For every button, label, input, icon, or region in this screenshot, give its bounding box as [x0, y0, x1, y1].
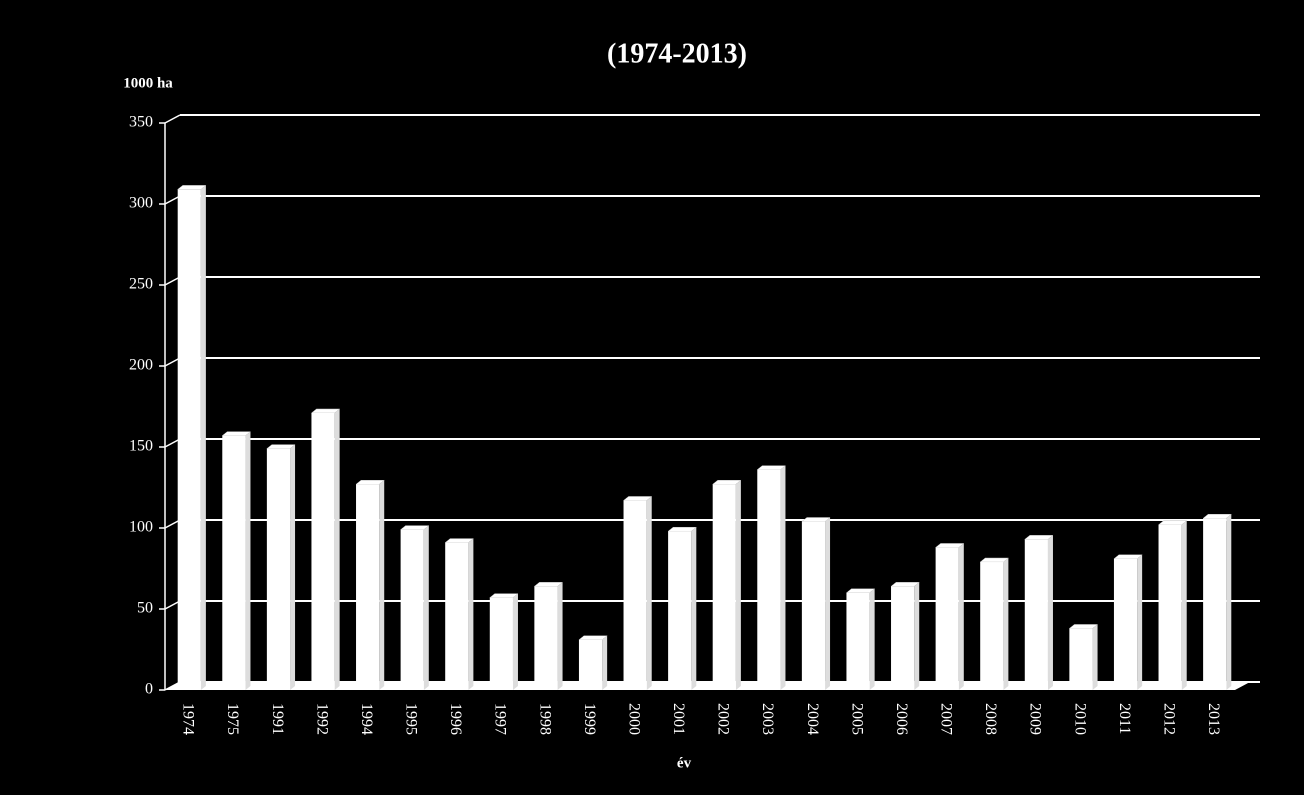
bar	[489, 597, 513, 690]
bar	[578, 639, 603, 690]
bar	[668, 531, 692, 690]
y-tick-label: 350	[129, 114, 153, 131]
bar	[534, 586, 558, 690]
y-tick-label: 250	[129, 276, 153, 293]
bar-side	[512, 593, 518, 690]
x-tick-label: 2006	[893, 703, 910, 735]
grid-line-side	[164, 519, 181, 529]
bar-side	[869, 588, 875, 690]
x-tick-label: 1974	[180, 703, 197, 735]
x-tick-label: 2005	[848, 703, 865, 735]
chart-title: (1974-2013)	[607, 38, 747, 69]
grid-line-side	[164, 357, 181, 367]
x-tick-label: 2013	[1205, 703, 1222, 735]
x-tick-label: 1992	[313, 703, 330, 735]
bar	[356, 484, 380, 690]
bar	[801, 521, 826, 690]
x-tick-label: 1975	[224, 703, 241, 735]
bar-side	[735, 480, 741, 690]
bar	[1113, 558, 1138, 690]
bar	[445, 542, 469, 690]
x-tick-label: 2012	[1160, 703, 1177, 735]
bar	[1203, 518, 1227, 690]
x-tick-label: 1998	[536, 703, 553, 735]
bar-side	[1003, 558, 1009, 690]
bar-side	[780, 465, 786, 690]
y-tick-label: 0	[145, 681, 153, 698]
bar-side	[646, 496, 652, 690]
bar	[891, 586, 915, 690]
x-tick-label: 2001	[670, 703, 687, 735]
bar	[846, 592, 870, 690]
x-tick-label: 2002	[715, 703, 732, 735]
bar-side	[1092, 624, 1098, 690]
y-tick-label: 200	[129, 357, 153, 374]
bar	[222, 435, 246, 690]
x-tick-label: 2011	[1116, 703, 1133, 734]
bar	[266, 448, 291, 690]
y-tick-label: 50	[137, 600, 153, 617]
bar-side	[200, 185, 206, 691]
grid-line-side	[164, 114, 181, 124]
bar-side	[958, 543, 964, 690]
bar-side	[1226, 514, 1232, 690]
grid-line-side	[164, 681, 181, 691]
bar	[935, 547, 959, 690]
bar-side	[423, 525, 429, 690]
bar-side	[290, 444, 296, 690]
x-tick-label: 1991	[269, 703, 286, 735]
bar-side	[825, 517, 831, 690]
x-tick-label: 1997	[492, 703, 509, 735]
bar-side	[557, 582, 563, 690]
x-tick-label: 2007	[938, 703, 955, 735]
x-tick-label: 2009	[1027, 703, 1044, 735]
x-tick-label: 1994	[358, 703, 375, 735]
grid-line-side	[164, 438, 181, 448]
x-tick-label: 2004	[804, 703, 821, 735]
y-tick-label: 100	[129, 519, 153, 536]
x-tick-label: 2000	[625, 703, 642, 735]
grid-line-side	[164, 276, 181, 286]
bar	[623, 500, 647, 690]
bar	[757, 469, 781, 690]
bar	[980, 562, 1004, 690]
bar	[400, 529, 424, 690]
bar-side	[245, 431, 251, 690]
y-axis-label: 1000 ha	[123, 75, 173, 91]
bar	[1069, 628, 1093, 690]
x-tick-label: 1996	[447, 703, 464, 735]
bar-side	[379, 480, 385, 690]
bar	[1024, 539, 1048, 690]
bar-side	[1181, 520, 1187, 690]
x-axis-label: év	[677, 755, 692, 771]
bar-side	[602, 635, 608, 690]
x-tick-label: 2008	[982, 703, 999, 735]
bar-side	[1047, 535, 1053, 690]
bar	[311, 412, 335, 690]
bar-side	[914, 582, 920, 690]
y-tick-label: 150	[129, 438, 153, 455]
x-tick-label: 2003	[759, 703, 776, 735]
x-tick-label: 1999	[581, 703, 598, 735]
bar-side	[468, 538, 474, 690]
bar	[712, 484, 736, 690]
bar	[177, 189, 201, 691]
grid-line-side	[164, 195, 181, 205]
x-tick-label: 2010	[1071, 703, 1088, 735]
grid-line-side	[164, 600, 181, 610]
bar-side	[1137, 554, 1143, 690]
bar-side	[691, 527, 697, 690]
bar	[1158, 524, 1182, 690]
x-tick-label: 1995	[403, 703, 420, 735]
bar-side	[334, 408, 340, 690]
y-tick-label: 300	[129, 195, 153, 212]
floor	[165, 682, 1250, 690]
